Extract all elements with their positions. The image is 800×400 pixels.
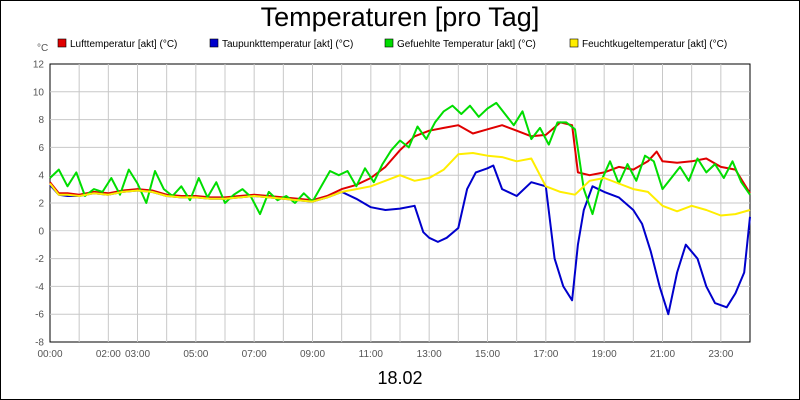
x-tick-label: 21:00 (650, 349, 675, 360)
x-tick-label: 15:00 (475, 349, 500, 360)
legend-label: Taupunkttemperatur [akt] (°C) (222, 39, 353, 50)
chart-title: Temperaturen [pro Tag] (260, 2, 540, 32)
legend-label: Gefuehlte Temperatur [akt] (°C) (397, 39, 536, 50)
legend: Lufttemperatur [akt] (°C) Taupunkttempera… (57, 38, 727, 50)
legend-swatch (57, 38, 67, 48)
x-tick-label: 02:00 (96, 349, 121, 360)
y-tick-label: 8 (38, 115, 44, 126)
series-line-3 (49, 152, 751, 217)
y-tick-label: -8 (35, 338, 44, 349)
y-tick-label: -6 (35, 310, 44, 321)
y-tick-label: 6 (38, 143, 44, 154)
y-tick-label: 4 (38, 171, 44, 182)
y-tick-label: 2 (38, 199, 44, 210)
series-lines (49, 101, 751, 316)
x-tick-label: 19:00 (592, 349, 617, 360)
y-axis-unit: °C (37, 43, 48, 54)
x-tick-label: 03:00 (125, 349, 150, 360)
y-tick-label: -2 (35, 254, 44, 265)
legend-swatch (569, 38, 579, 48)
x-tick-label: 11:00 (359, 349, 384, 360)
y-tick-label: 0 (38, 226, 44, 237)
x-axis-ticks: 00:00 02:00 03:00 05:00 07:00 09:00 11:00 13:00… (37, 349, 733, 360)
y-tick-label: 10 (33, 87, 45, 98)
legend-swatch (209, 38, 219, 48)
legend-label: Lufttemperatur [akt] (°C) (70, 39, 177, 50)
legend-swatch (384, 38, 394, 48)
y-tick-label: -4 (35, 282, 44, 293)
x-tick-label: 09:00 (300, 349, 325, 360)
legend-label: Feuchtkugeltemperatur [akt] (°C) (582, 39, 727, 50)
x-tick-label: 05:00 (183, 349, 208, 360)
x-tick-label: 07:00 (242, 349, 267, 360)
x-tick-label: 17:00 (533, 349, 558, 360)
x-axis-label: 18.02 (377, 368, 423, 388)
grid (50, 64, 750, 342)
x-tick-label: 13:00 (417, 349, 442, 360)
x-tick-label: 00:00 (37, 349, 62, 360)
y-axis-ticks: -8 -6 -4 -2 0 2 4 6 8 10 12 (33, 60, 45, 349)
series-line-2 (49, 101, 751, 216)
y-tick-label: 12 (33, 60, 45, 71)
x-tick-label: 23:00 (708, 349, 733, 360)
